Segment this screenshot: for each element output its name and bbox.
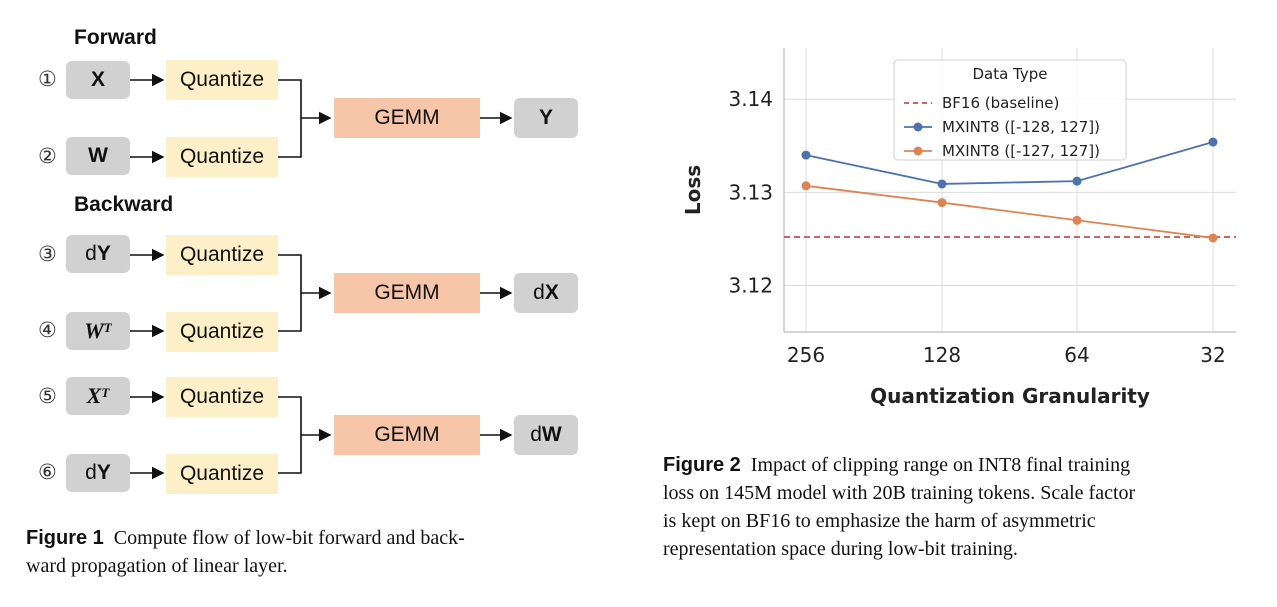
step-number: ⑥ — [38, 460, 57, 484]
input-w: W — [66, 137, 130, 175]
step-number: ② — [38, 144, 57, 168]
data-point — [1072, 176, 1082, 186]
quantize-box: Quantize — [166, 454, 278, 494]
x-axis-label: Quantization Granularity — [870, 384, 1150, 408]
step-number: ④ — [38, 318, 57, 342]
x-tick-label: 64 — [1064, 343, 1089, 367]
figure-2-caption: Figure 2 Impact of clipping range on INT… — [663, 454, 1136, 560]
data-point — [801, 181, 811, 191]
series-line-1 — [805, 141, 1214, 185]
input-x: X — [66, 61, 130, 99]
legend-entry-label: MXINT8 ([-127, 127]) — [942, 142, 1100, 160]
legend-marker — [913, 146, 923, 156]
x-tick-label: 32 — [1200, 343, 1225, 367]
figure-1-caption: Figure 1 Compute flow of low-bit forward… — [26, 527, 465, 577]
backward-title: Backward — [74, 193, 174, 216]
data-point — [1072, 215, 1082, 225]
data-point — [1208, 233, 1218, 243]
data-point — [801, 150, 811, 160]
legend-title: Data Type — [972, 65, 1047, 83]
legend-entry-label: BF16 (baseline) — [942, 94, 1059, 112]
gemm-box: GEMM — [334, 415, 480, 455]
data-point — [937, 179, 947, 189]
x-tick-label: 256 — [787, 343, 825, 367]
flow-connectors — [130, 73, 513, 480]
forward-title: Forward — [74, 26, 157, 49]
loss-chart: 3.12 3.13 3.14 256 128 64 32 Quantization Granu… — [681, 48, 1236, 408]
step-number: ① — [38, 67, 57, 91]
legend-box — [893, 59, 1127, 161]
x-tick-label: 128 — [923, 343, 961, 367]
data-point — [1208, 137, 1218, 147]
figure-2: 3.12 3.13 3.14 256 128 64 32 Quantization Granu… — [640, 0, 1277, 607]
quantize-box: Quantize — [166, 60, 278, 100]
y-tick-label: 3.12 — [728, 273, 773, 297]
legend-entry-label: MXINT8 ([-128, 127]) — [942, 118, 1100, 136]
y-tick-label: 3.13 — [728, 180, 773, 204]
figure-2-label: Figure 2 — [663, 454, 741, 476]
gemm-box: GEMM — [334, 98, 480, 138]
figure-1: Forward Backward ① X Quantize ② W Quanti… — [0, 0, 620, 607]
chart-legend: Data Type BF16 (baseline) MXINT8 ([-128, 1… — [893, 59, 1127, 161]
quantize-box: Quantize — [166, 235, 278, 275]
step-number: ⑤ — [38, 384, 57, 408]
figure-1-label: Figure 1 — [26, 527, 104, 549]
y-tick-label: 3.14 — [728, 87, 773, 111]
quantize-box: Quantize — [166, 312, 278, 352]
quantize-box: Quantize — [166, 377, 278, 417]
quantize-box: Quantize — [166, 137, 278, 177]
output-y: Y — [514, 98, 578, 138]
legend-marker — [913, 122, 923, 132]
step-number: ③ — [38, 242, 57, 266]
data-point — [937, 198, 947, 208]
series-line-2 — [805, 184, 1214, 239]
gemm-box: GEMM — [334, 273, 480, 313]
y-axis-label: Loss — [681, 165, 705, 215]
